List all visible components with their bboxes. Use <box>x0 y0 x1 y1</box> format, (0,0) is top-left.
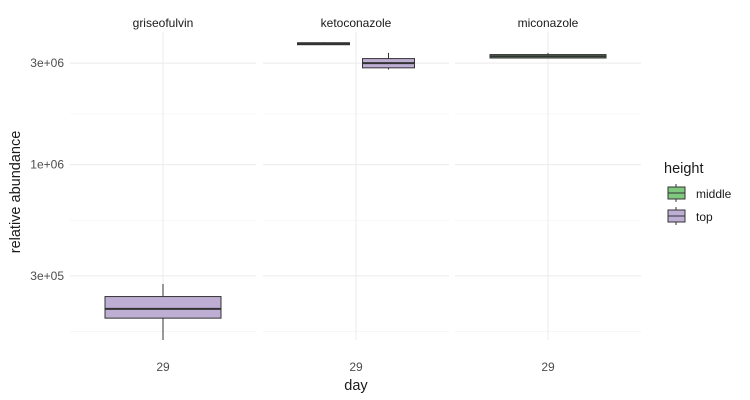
legend-entry-top: top <box>667 207 713 225</box>
legend-title: height <box>664 161 704 177</box>
x-tick-label: 29 <box>156 360 170 374</box>
facet-panel-miconazole: miconazole 29 <box>455 16 641 374</box>
box-middle <box>297 42 350 46</box>
x-tick-label: 29 <box>541 360 555 374</box>
y-tick-label: 3e+05 <box>30 269 64 283</box>
y-tick-label: 3e+06 <box>30 56 64 70</box>
facet-panel-griseofulvin: griseofulvin 29 <box>70 16 256 374</box>
box-top <box>104 283 222 340</box>
y-tick-label: 1e+06 <box>30 158 64 172</box>
legend-label: top <box>696 210 713 224</box>
facet-title: griseofulvin <box>133 16 194 30</box>
x-tick-label: 29 <box>349 360 363 374</box>
legend: height middle top <box>664 161 732 225</box>
facet-title: miconazole <box>518 16 579 30</box>
x-axis-title: day <box>344 378 368 394</box>
legend-entry-middle: middle <box>667 184 732 202</box>
facet-panel-ketoconazole: ketoconazole 29 <box>263 16 449 374</box>
box-top <box>362 52 415 70</box>
legend-label: middle <box>696 187 732 201</box>
facet-title: ketoconazole <box>321 16 392 30</box>
box-middle <box>489 52 607 59</box>
y-axis-title: relative abundance <box>8 131 24 254</box>
box-body <box>104 296 222 319</box>
